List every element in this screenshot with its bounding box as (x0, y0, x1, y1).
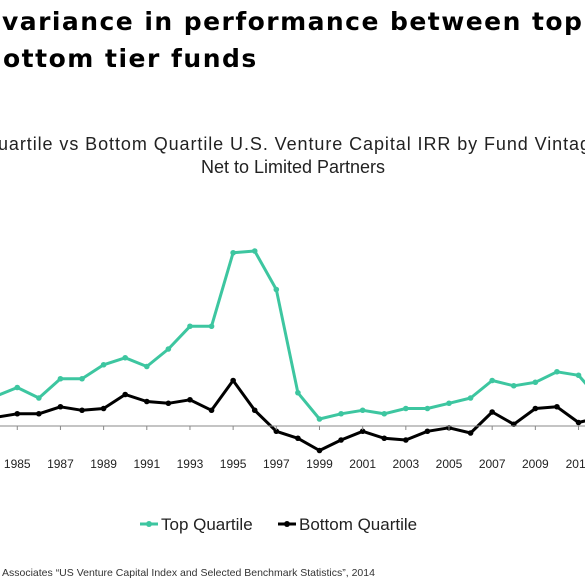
data-point (187, 396, 193, 403)
chart-subtitle: uartile vs Bottom Quartile U.S. Venture … (0, 134, 585, 154)
data-point (467, 430, 474, 436)
legend: Top Quartile Bottom Quartile (140, 515, 417, 534)
x-axis: 1985 1987 1989 1991 1993 1995 1997 1999 2001 2003… (0, 425, 585, 471)
data-point (489, 377, 495, 384)
data-point (230, 377, 236, 384)
data-point (554, 368, 560, 375)
data-point (251, 407, 258, 414)
series-line (0, 249, 585, 421)
data-point (403, 405, 409, 412)
x-tick-label: 1995 (220, 457, 247, 471)
data-point (467, 395, 474, 401)
legend-label: Bottom Quartile (299, 515, 417, 534)
x-tick-label: 1987 (47, 457, 74, 471)
x-tick-label: 2007 (479, 457, 506, 471)
legend-marker (284, 521, 290, 527)
data-point (316, 447, 323, 454)
data-point (381, 435, 388, 442)
data-point (100, 405, 107, 412)
x-tick-label: 1993 (177, 457, 204, 471)
data-point (359, 428, 366, 435)
data-point (532, 379, 539, 386)
data-point (251, 248, 258, 254)
data-point (510, 382, 517, 389)
chart-subtitle: Net to Limited Partners (201, 157, 385, 177)
data-point (273, 286, 280, 293)
data-point (208, 407, 215, 414)
x-tick-label: 1997 (263, 457, 290, 471)
x-tick-label: 2003 (392, 457, 419, 471)
data-point (338, 437, 344, 443)
legend-label: Top Quartile (161, 515, 253, 534)
data-point (143, 363, 150, 370)
data-point (100, 361, 107, 368)
x-tick-label: 2011 (566, 457, 585, 471)
data-point (36, 410, 42, 417)
data-point (57, 375, 64, 382)
series-line (0, 379, 585, 452)
data-point (316, 416, 323, 422)
data-point (122, 391, 129, 398)
data-point (79, 375, 85, 382)
data-point (532, 405, 539, 412)
slide-title: ottom tier funds (3, 44, 258, 73)
x-tick-label: 1985 (4, 457, 31, 471)
data-point (554, 403, 560, 410)
data-point (79, 407, 85, 414)
data-point (359, 407, 366, 414)
data-point (230, 249, 236, 256)
data-point (208, 323, 215, 330)
data-point (36, 395, 42, 401)
x-tick-label: 2005 (436, 457, 463, 471)
plot-area (0, 248, 585, 454)
data-point (489, 409, 495, 415)
x-tick-label: 1991 (133, 457, 160, 471)
data-point (57, 403, 64, 410)
data-point (575, 419, 582, 426)
data-point (14, 384, 21, 391)
legend-marker (146, 521, 152, 527)
data-point (446, 400, 452, 407)
data-point (295, 389, 301, 396)
x-tick-label: 2001 (349, 457, 376, 471)
source-note: Associates “US Venture Capital Index and… (2, 567, 375, 579)
data-point (403, 437, 409, 443)
data-point (381, 410, 388, 417)
slide-title: variance in performance between top t (2, 7, 585, 36)
data-point (424, 405, 431, 412)
data-point (424, 428, 431, 435)
x-tick-label: 1999 (306, 457, 333, 471)
data-point (122, 354, 129, 361)
data-point (143, 398, 150, 405)
data-point (165, 400, 172, 407)
data-point (165, 346, 172, 352)
x-tick-label: 2009 (522, 457, 549, 471)
data-point (575, 372, 582, 379)
data-point (338, 410, 344, 417)
data-point (295, 435, 301, 442)
data-point (187, 323, 193, 330)
data-point (14, 410, 21, 417)
data-point (273, 428, 280, 435)
x-tick-label: 1989 (90, 457, 117, 471)
